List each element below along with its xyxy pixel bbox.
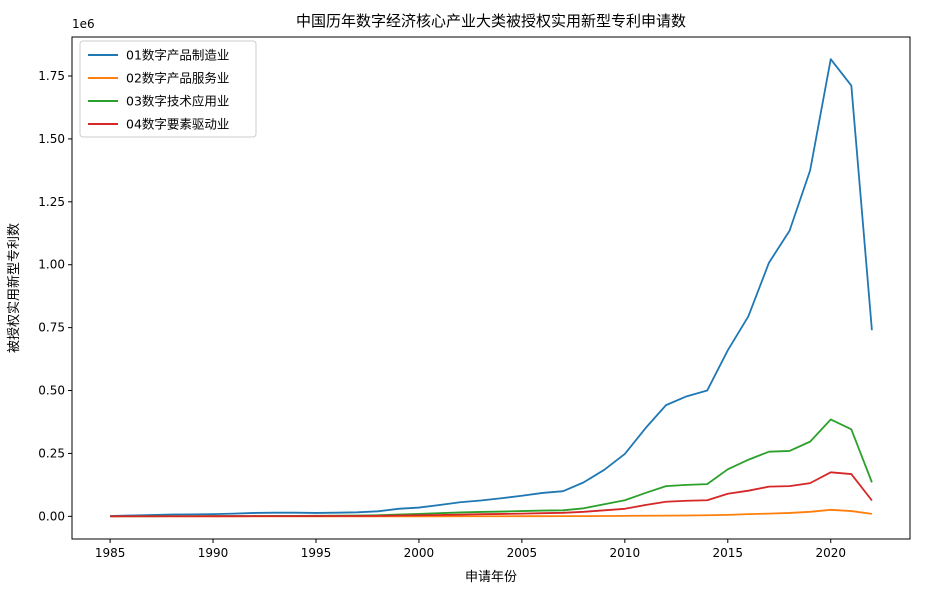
series-line-1 xyxy=(110,58,873,517)
chart-title: 中国历年数字经济核心产业大类被授权实用新型专利申请数 xyxy=(296,12,686,30)
legend: 01数字产品制造业 02数字产品服务业 03数字技术应用业 04数字要素驱动业 xyxy=(79,40,257,138)
y-tick-label: 1.00 xyxy=(38,258,65,272)
legend-label-1: 01数字产品制造业 xyxy=(126,48,229,63)
y-tick-label: 0.50 xyxy=(38,384,65,398)
x-axis-label: 申请年份 xyxy=(465,570,517,585)
y-axis-label: 被授权实用新型专利数 xyxy=(6,223,22,353)
y-tick-label: 0.00 xyxy=(38,509,65,523)
y-tick-label: 0.75 xyxy=(38,321,65,335)
x-tick-label: 1990 xyxy=(198,546,229,560)
legend-label-4: 04数字要素驱动业 xyxy=(126,117,229,132)
y-tick-label: 1.50 xyxy=(38,132,65,146)
x-tick-label: 2005 xyxy=(507,546,538,560)
x-tick-label: 1985 xyxy=(95,546,126,560)
series-line-3 xyxy=(110,418,873,518)
y-tick-label: 0.25 xyxy=(38,446,65,460)
y-axis: 0.00 0.25 0.50 0.75 1.00 1.25 1.50 1.75 xyxy=(38,69,72,523)
y-tick-label: 1.25 xyxy=(38,195,65,209)
x-tick-label: 2010 xyxy=(610,546,641,560)
x-tick-label: 2000 xyxy=(404,546,435,560)
legend-label-3: 03数字技术应用业 xyxy=(126,94,229,109)
series-layer xyxy=(110,58,873,518)
x-tick-label: 1995 xyxy=(301,546,332,560)
x-tick-label: 2020 xyxy=(815,546,846,560)
x-axis: 1985 1990 1995 2000 2005 2010 2015 2020 xyxy=(95,539,846,560)
plot-area xyxy=(71,36,911,540)
x-tick-label: 2015 xyxy=(713,546,744,560)
series-line-4 xyxy=(110,471,873,518)
legend-label-2: 02数字产品服务业 xyxy=(126,71,229,86)
y-offset-label: 1e6 xyxy=(72,17,95,31)
y-tick-label: 1.75 xyxy=(38,69,65,83)
legend-box xyxy=(79,40,257,138)
